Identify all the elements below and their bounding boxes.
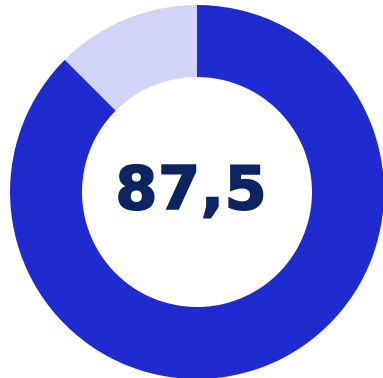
donut-slice-0 bbox=[9, 5, 383, 378]
donut-slice-1 bbox=[64, 5, 198, 111]
